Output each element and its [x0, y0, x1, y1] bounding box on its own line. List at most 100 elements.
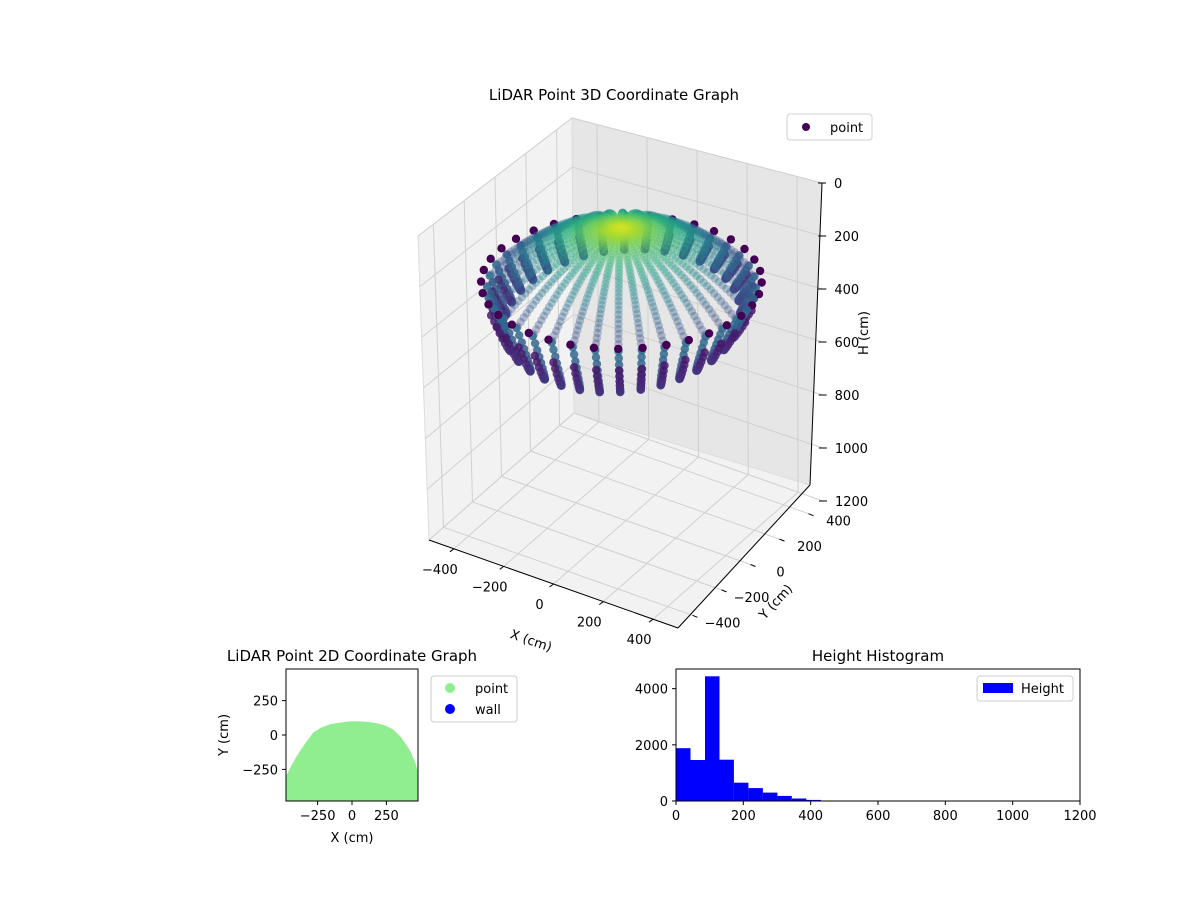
legend-hist-swatch	[983, 683, 1013, 693]
point-3d	[672, 218, 682, 227]
point-3d	[510, 254, 519, 263]
point-3d	[575, 250, 584, 259]
point-3d	[642, 282, 651, 291]
point-3d	[562, 261, 572, 271]
point-3d	[528, 281, 537, 291]
point-3d	[616, 226, 625, 235]
point-3d	[685, 230, 694, 240]
point-3d	[721, 274, 730, 283]
point-3d	[614, 262, 624, 271]
point-3d	[631, 213, 640, 222]
point-3d	[608, 226, 617, 236]
point-3d	[514, 343, 523, 352]
point-3d	[505, 275, 514, 284]
point-3d	[729, 292, 739, 301]
point-3d	[681, 238, 690, 248]
point-3d	[677, 327, 686, 336]
point-3d	[530, 238, 539, 247]
point-3d	[565, 272, 575, 281]
point-3d	[637, 211, 646, 221]
point-3d	[691, 259, 701, 268]
point-3d	[692, 271, 701, 280]
point-3d	[616, 226, 625, 235]
point-3d	[581, 216, 590, 225]
point-3d	[563, 234, 573, 244]
point-3d	[616, 226, 625, 235]
z-tick-label-3d: 1000	[835, 442, 868, 457]
point-3d	[577, 237, 587, 247]
point-3d	[574, 239, 583, 248]
point-3d	[623, 224, 632, 233]
point-3d	[654, 224, 664, 233]
point-3d	[609, 231, 619, 240]
point-3d	[611, 223, 620, 232]
point-3d	[604, 227, 613, 236]
point-3d	[692, 288, 701, 298]
point-3d	[597, 244, 606, 254]
point-3d	[581, 213, 591, 222]
point-3d	[679, 222, 689, 231]
point-3d	[648, 213, 657, 222]
x-tick-label-3d: 400	[627, 633, 652, 648]
point-3d	[734, 269, 743, 278]
point-3d	[516, 317, 525, 327]
point-3d	[669, 216, 678, 226]
point-3d	[612, 227, 621, 236]
point-3d	[647, 238, 656, 247]
point-3d	[488, 278, 497, 287]
point-3d	[605, 232, 614, 242]
point-3d	[559, 254, 568, 263]
point-3d	[579, 213, 589, 222]
point-3d	[580, 215, 590, 225]
point-3d	[577, 242, 586, 252]
point-3d	[691, 250, 701, 259]
point-3d	[673, 317, 682, 326]
point-3d	[571, 331, 581, 340]
point-3d	[500, 254, 509, 264]
point-3d	[501, 333, 511, 342]
point-3d	[612, 226, 621, 236]
point-3d	[730, 248, 739, 257]
point-3d	[742, 275, 751, 285]
point-3d	[603, 269, 612, 278]
point-3d	[637, 211, 646, 220]
point-3d	[587, 282, 596, 291]
point-3d	[685, 265, 694, 274]
point-3d	[757, 278, 766, 287]
point-3d	[619, 236, 628, 245]
point-3d	[644, 219, 654, 228]
point-3d	[661, 246, 670, 256]
point-3d	[652, 232, 661, 242]
point-3d	[646, 250, 655, 259]
point-3d	[638, 231, 648, 240]
point-3d	[690, 220, 699, 229]
point-3d	[613, 219, 623, 228]
point-3d	[548, 231, 558, 240]
point-3d	[515, 258, 525, 267]
point-3d	[634, 260, 643, 270]
point-3d	[724, 305, 733, 314]
point-3d	[592, 210, 601, 220]
point-3d	[553, 234, 562, 243]
point-3d	[486, 254, 495, 263]
legend-2d: point wall	[430, 675, 518, 723]
y-tick-label-3d: −200	[734, 591, 770, 606]
point-3d	[657, 283, 666, 292]
x-tick-label-hist: 600	[866, 809, 891, 824]
point-3d	[566, 295, 575, 304]
point-3d	[683, 246, 693, 255]
point-3d	[605, 241, 615, 250]
point-3d	[640, 217, 649, 226]
point-3d	[616, 226, 625, 235]
point-3d	[659, 349, 669, 359]
point-3d	[602, 223, 611, 232]
point-3d	[640, 235, 649, 244]
point-3d	[643, 210, 652, 219]
point-3d	[543, 242, 553, 252]
point-3d	[664, 249, 674, 258]
point-3d	[609, 211, 618, 220]
point-3d	[638, 243, 648, 252]
x-tick-label-2d: 250	[374, 809, 399, 824]
point-3d	[476, 277, 486, 286]
point-3d	[687, 248, 697, 257]
